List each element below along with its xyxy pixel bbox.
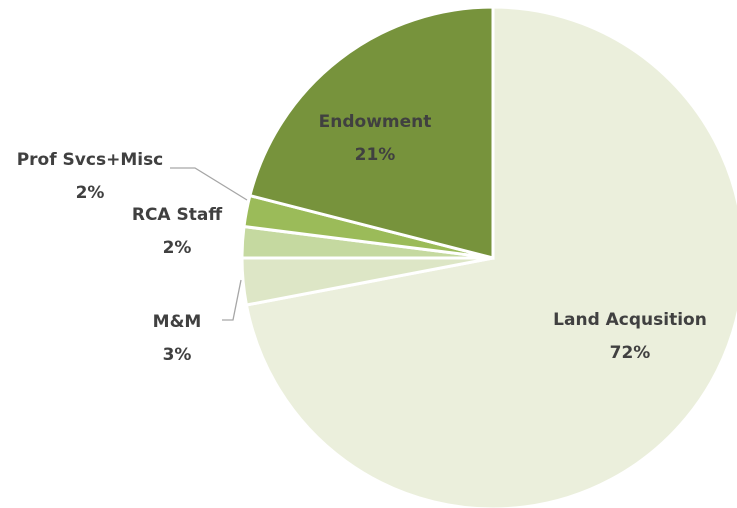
pie-slice [248, 5, 495, 260]
slice-label: Endowment [319, 112, 432, 132]
slice-label: Land Acqusition [553, 310, 707, 330]
slice-value-label: 21% [355, 145, 396, 165]
slice-label: Prof Svcs+Misc [17, 150, 164, 170]
pie-slice [244, 5, 737, 508]
leader-line [222, 279, 242, 321]
slice-value-label: 72% [610, 343, 651, 363]
slice-label: M&M [153, 312, 202, 332]
leader-line [170, 167, 248, 201]
slice-value-label: 2% [163, 238, 192, 258]
slice-value-label: 3% [163, 345, 192, 365]
slice-value-label: 2% [76, 183, 105, 203]
slice-label: RCA Staff [132, 205, 222, 225]
